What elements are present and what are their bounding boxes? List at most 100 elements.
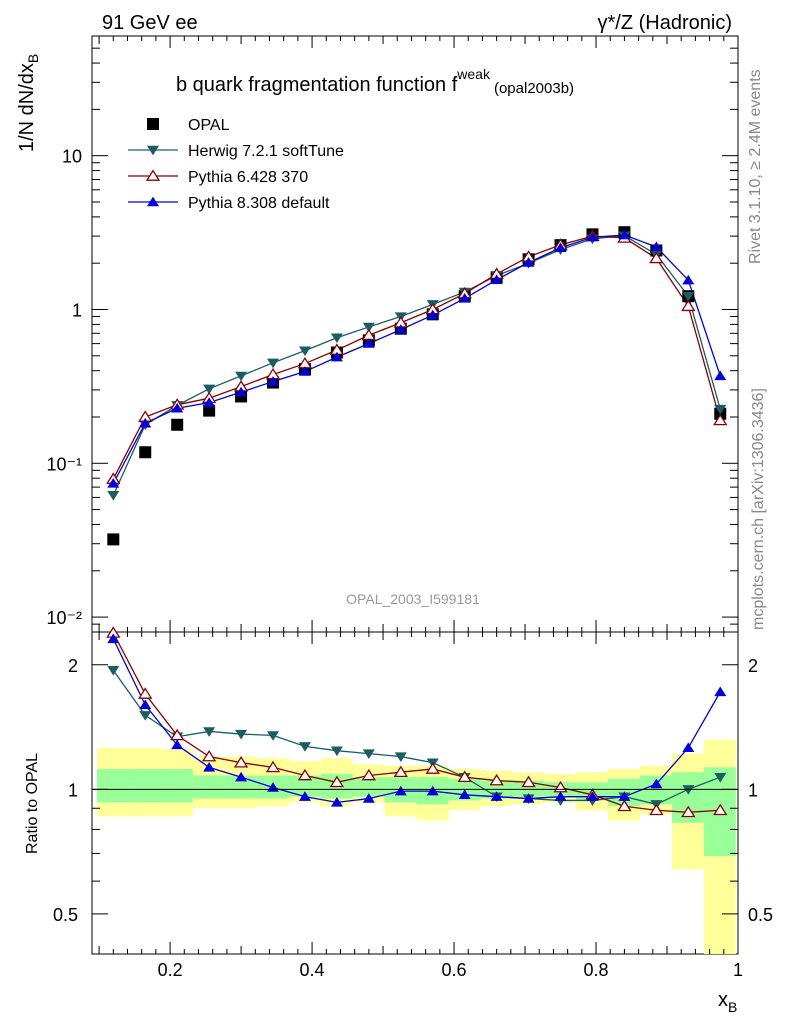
ratio-band-inner — [192, 775, 225, 799]
main-point-pythia-8-308-default — [490, 274, 503, 284]
main-y-tick-label: 10 — [62, 147, 82, 167]
ratio-point-pythia-8-308-default — [650, 778, 663, 789]
x-tick-label: 0.8 — [584, 960, 609, 980]
ratio-point-pythia-8-308-default — [586, 791, 599, 801]
main-point-pythia-6-428-370 — [649, 251, 664, 264]
main-point-pythia-8-308-default — [426, 309, 439, 320]
ratio-point-pythia-8-308-default — [330, 796, 343, 807]
ratio-point-pythia-6-428-370 — [713, 803, 728, 816]
chart-title: b quark fragmentation function fweak(opa… — [176, 66, 574, 97]
main-y-axis-label: 1/N dN/dxB — [16, 54, 41, 152]
ratio-point-pythia-6-428-370 — [201, 749, 217, 762]
ratio-point-pythia-8-308-default — [554, 791, 567, 801]
ratio-series-line-pythia-6-428-370 — [112, 632, 721, 813]
main-series-line-pythia-8-308-default — [112, 234, 721, 484]
ratio-point-pythia-6-428-370 — [681, 805, 696, 818]
ratio-y-tick-label: 1 — [68, 780, 78, 800]
chart-title-sub: (opal2003b) — [494, 80, 574, 97]
ratio-point-herwig-7-2-1-softtune — [107, 666, 120, 676]
legend-label-herwig-7-2-1-softtune: Herwig 7.2.1 softTune — [188, 143, 344, 160]
ratio-point-pythia-6-428-370 — [138, 687, 153, 699]
ratio-point-herwig-7-2-1-softtune — [203, 727, 216, 737]
ratio-plot-frame — [91, 631, 739, 955]
ratio-point-pythia-8-308-default — [139, 699, 152, 710]
rivet-version-text: Rivet 3.1.10, ≥ 2.4M events — [747, 69, 764, 264]
ratio-band-inner — [352, 777, 385, 797]
ratio-band-inner — [288, 775, 321, 797]
ratio-point-herwig-7-2-1-softtune — [235, 729, 248, 740]
ratio-point-herwig-7-2-1-softtune — [394, 752, 407, 762]
main-point-herwig-7-2-1-softtune — [267, 358, 280, 369]
ratio-y-tick-label-right: 1 — [748, 780, 758, 800]
x-label-text: x — [718, 989, 728, 1011]
ratio-point-pythia-6-428-370 — [649, 803, 664, 816]
ratio-point-pythia-6-428-370 — [265, 760, 281, 773]
axis-ticks: 0.2 0.4 0.6 0.8 1 10⁻² 10⁻¹ 1 10 0.5 0.5 1 1 2 2 — [46, 35, 773, 980]
main-y-tick-label: 10⁻² — [46, 608, 82, 628]
main-point-pythia-8-308-default — [714, 370, 727, 381]
ratio-y-tick-label-right: 2 — [748, 656, 758, 676]
ratio-point-pythia-8-308-default — [618, 791, 631, 801]
ratio-point-pythia-8-308-default — [490, 791, 503, 801]
main-y-label-sub: B — [25, 54, 41, 63]
main-point-pythia-8-308-default — [618, 229, 631, 240]
main-point-pythia-8-308-default — [362, 338, 375, 348]
ratio-point-pythia-6-428-370 — [521, 775, 536, 788]
ratio-series-group — [106, 626, 728, 818]
ratio-point-pythia-8-308-default — [682, 742, 695, 752]
x-tick-label: 0.6 — [442, 960, 467, 980]
ratio-y-axis-label: Ratio to OPAL — [24, 753, 41, 854]
ratio-point-pythia-6-428-370 — [617, 799, 632, 812]
ratio-point-pythia-8-308-default — [235, 771, 248, 782]
ratio-point-pythia-6-428-370 — [489, 773, 504, 786]
ratio-point-pythia-8-308-default — [362, 793, 375, 803]
main-series-line-pythia-6-428-370 — [112, 235, 721, 480]
ratio-point-pythia-8-308-default — [522, 793, 535, 803]
main-series-group — [106, 226, 728, 546]
ratio-band-inner — [160, 768, 193, 803]
legend: OPAL Herwig 7.2.1 softTune Pythia 6.428 37… — [128, 117, 344, 212]
analysis-watermark: OPAL_2003_I599181 — [346, 591, 480, 607]
x-tick-label: 1 — [733, 960, 743, 980]
ratio-point-herwig-7-2-1-softtune — [298, 742, 311, 752]
header-left: 91 GeV ee — [102, 12, 198, 34]
ratio-point-pythia-6-428-370 — [361, 768, 377, 781]
ratio-point-pythia-6-428-370 — [393, 765, 408, 778]
main-point-herwig-7-2-1-softtune — [107, 491, 120, 501]
main-point-pythia-8-308-default — [139, 417, 152, 428]
main-point-pythia-8-308-default — [394, 324, 407, 334]
main-point-herwig-7-2-1-softtune — [362, 322, 375, 333]
ratio-point-pythia-8-308-default — [203, 761, 216, 772]
ratio-point-pythia-6-428-370 — [233, 756, 249, 768]
ratio-series-line-pythia-8-308-default — [112, 638, 721, 804]
main-point-pythia-8-308-default — [203, 397, 216, 407]
main-point-pythia-8-308-default — [267, 376, 280, 386]
main-point-herwig-7-2-1-softtune — [235, 371, 248, 382]
legend-label-opal: OPAL — [188, 117, 230, 134]
ratio-y-tick-label: 2 — [68, 656, 78, 676]
ratio-point-pythia-8-308-default — [394, 785, 407, 796]
main-point-herwig-7-2-1-softtune — [203, 384, 216, 395]
legend-label-pythia-6-428-370: Pythia 6.428 370 — [188, 169, 308, 186]
main-point-pythia-8-308-default — [554, 242, 567, 252]
main-point-opal — [171, 418, 184, 431]
ratio-band-inner — [96, 768, 129, 803]
main-point-pythia-6-428-370 — [713, 413, 728, 426]
ratio-y-tick-label-right: 0.5 — [748, 905, 773, 925]
ratio-y-tick-label: 0.5 — [53, 905, 78, 925]
legend-label-pythia-8-308-default: Pythia 8.308 default — [188, 195, 330, 212]
main-point-opal — [107, 533, 120, 546]
ratio-point-pythia-8-308-default — [107, 633, 120, 644]
ratio-point-pythia-6-428-370 — [425, 762, 440, 774]
legend-marker-herwig-7-2-1-softtune — [147, 145, 159, 156]
ratio-point-pythia-8-308-default — [426, 785, 439, 796]
x-tick-label: 0.2 — [158, 960, 183, 980]
main-point-herwig-7-2-1-softtune — [714, 404, 727, 415]
ratio-point-herwig-7-2-1-softtune — [139, 711, 152, 721]
ratio-point-pythia-8-308-default — [458, 789, 471, 800]
main-point-pythia-8-308-default — [586, 231, 599, 242]
ratio-point-pythia-8-308-default — [171, 739, 184, 750]
x-label-sub: B — [728, 999, 737, 1015]
main-point-herwig-7-2-1-softtune — [330, 333, 343, 344]
